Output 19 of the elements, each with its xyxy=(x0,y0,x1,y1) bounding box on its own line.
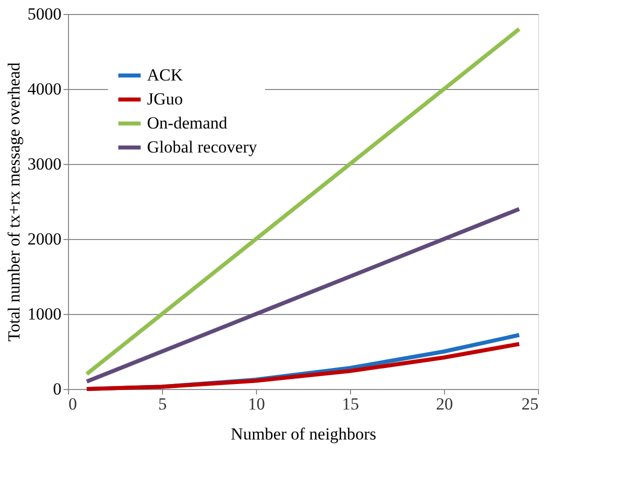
y-tick-label: 1000 xyxy=(28,304,62,324)
line-series xyxy=(84,342,522,391)
legend-label: JGuo xyxy=(147,90,183,108)
x-tick-label: 10 xyxy=(248,394,265,414)
y-axis-title: Total number of tx+rx message overhead xyxy=(4,62,24,342)
x-tick-label: 20 xyxy=(436,394,453,414)
y-tick-label: 3000 xyxy=(28,154,62,174)
y-tick-label: 0 xyxy=(53,380,62,398)
legend-label: ACK xyxy=(147,66,184,84)
legend-label: On-demand xyxy=(147,114,228,132)
y-tick-label: 2000 xyxy=(28,230,62,248)
x-tick-label: 15 xyxy=(342,394,359,414)
legend-label: Global recovery xyxy=(147,138,258,156)
x-tick-label: 0 xyxy=(68,394,77,414)
y-tick-label: 5000 xyxy=(28,4,62,24)
y-tick-label: 4000 xyxy=(28,80,62,98)
x-axis-title: Number of neighbors xyxy=(230,424,376,444)
x-tick-label: 5 xyxy=(158,394,167,414)
x-tick-label: 25 xyxy=(522,394,538,414)
